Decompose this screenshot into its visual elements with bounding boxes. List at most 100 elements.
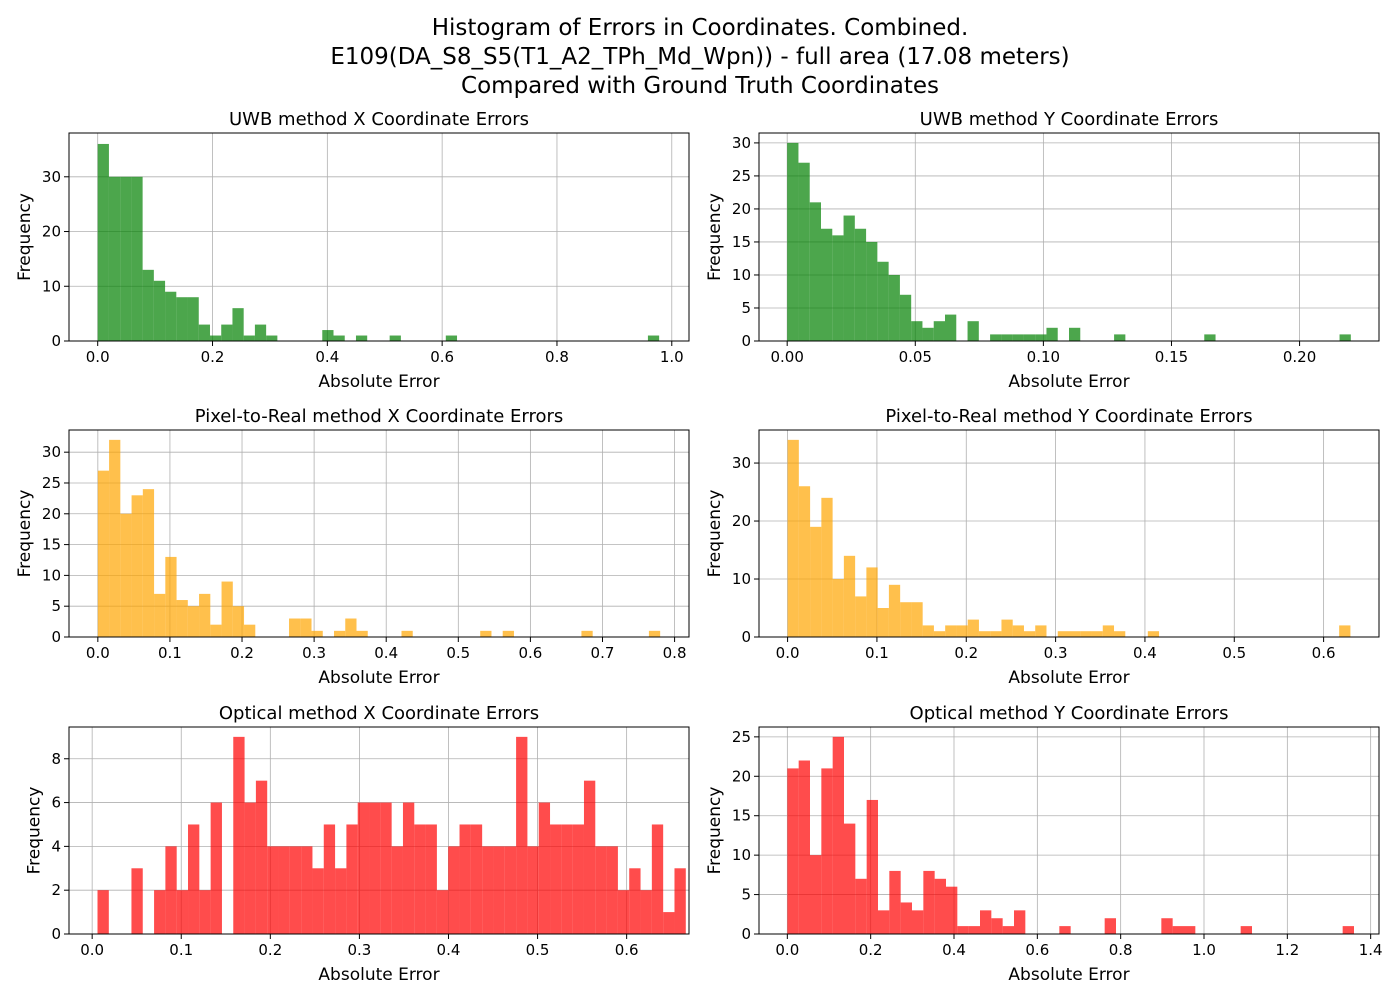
axes-frame — [758, 429, 1380, 638]
histogram-bar — [832, 579, 844, 637]
x-tick-label: 0.5 — [446, 644, 470, 662]
histogram-bar — [1012, 334, 1024, 341]
histogram-bar — [1104, 918, 1116, 934]
histogram-bar — [401, 630, 413, 637]
histogram-bar — [923, 870, 935, 934]
histogram-bar — [1102, 625, 1115, 637]
suptitle-line-1: Histogram of Errors in Coordinates. Comb… — [431, 15, 969, 41]
y-tick-label: 25 — [732, 167, 751, 185]
histogram-bar — [154, 890, 166, 934]
histogram-bar — [889, 870, 901, 934]
histogram-bar — [787, 768, 799, 934]
histogram-bar — [990, 334, 1002, 341]
histogram-bar — [1339, 625, 1351, 637]
histogram-bar — [945, 314, 957, 341]
histogram-bar — [1184, 926, 1196, 934]
histogram-bar — [108, 176, 121, 341]
x-tick-label: 0.4 — [437, 941, 461, 959]
histogram-bar — [968, 926, 980, 934]
y-axis-label: Frequency — [15, 193, 35, 281]
x-tick-label: 0.3 — [1044, 644, 1068, 662]
y-tick-label: 30 — [42, 168, 61, 186]
x-tick-label: 0.7 — [591, 644, 615, 662]
y-tick-label: 30 — [42, 443, 61, 461]
x-tick-label: 0.20 — [1283, 348, 1316, 366]
y-tick-label: 25 — [42, 474, 61, 492]
histogram-bar — [244, 624, 256, 637]
histogram-bar — [934, 878, 946, 934]
histogram-bar — [900, 602, 912, 637]
histogram-bar — [165, 556, 177, 637]
subplot-title: Pixel-to-Real method Y Coordinate Errors — [885, 406, 1252, 427]
x-tick-label: 0.6 — [615, 941, 639, 959]
histogram-bar — [967, 321, 979, 341]
histogram-bar — [967, 619, 979, 637]
histogram-bar — [1091, 631, 1103, 637]
histogram-bar — [516, 736, 528, 934]
subplot-title: UWB method X Coordinate Errors — [229, 109, 529, 130]
y-axis-label: Frequency — [15, 490, 35, 578]
y-tick-label: 20 — [732, 200, 751, 218]
histogram-bar — [289, 618, 301, 637]
histogram-bar — [142, 269, 154, 341]
histogram-bar — [888, 584, 901, 637]
x-tick-label: 0.00 — [770, 348, 803, 366]
histogram-bar — [482, 846, 494, 934]
y-tick-label: 20 — [732, 512, 751, 530]
histogram-bar — [300, 618, 312, 637]
histogram-bar — [991, 918, 1003, 934]
histogram-bar — [674, 868, 686, 934]
histogram-bar — [459, 824, 471, 934]
y-tick-label: 4 — [51, 837, 61, 855]
histogram-bar — [312, 868, 324, 934]
histogram-bar — [322, 330, 334, 341]
histogram-bar — [900, 902, 912, 934]
histogram-bar — [97, 470, 110, 637]
histogram-bar — [210, 624, 222, 637]
histogram-bar — [1001, 334, 1013, 341]
x-tick-label: 1.0 — [1192, 941, 1216, 959]
histogram-bar — [209, 335, 222, 341]
subplot-title: UWB method Y Coordinate Errors — [920, 109, 1219, 130]
histogram-bar — [1114, 334, 1126, 341]
histogram-bar — [504, 846, 517, 934]
histogram-bar — [1080, 631, 1092, 637]
histogram-bar — [648, 630, 661, 637]
histogram-bar — [877, 608, 889, 637]
y-tick-label: 10 — [732, 266, 751, 284]
y-tick-label: 10 — [42, 277, 61, 295]
histogram-bar — [854, 228, 867, 341]
histogram-bar — [131, 495, 143, 637]
histogram-bar — [911, 321, 923, 341]
histogram-bar — [866, 241, 878, 341]
suptitle-line-3: Compared with Ground Truth Coordinates — [461, 73, 939, 99]
subplot-1: 0.0 0.2 0.4 0.6 0.8 1.0 0 10 20 30 UWB method X Co… — [15, 109, 690, 392]
histogram-bar — [414, 824, 426, 934]
y-tick-label: 15 — [732, 807, 751, 825]
histogram-bar — [821, 228, 833, 341]
x-tick-label: 1.4 — [1359, 941, 1383, 959]
y-tick-label: 20 — [42, 223, 61, 241]
histogram-bar — [821, 768, 833, 934]
histogram-bar — [832, 736, 844, 934]
histogram-bar — [346, 824, 358, 934]
y-tick-label: 0 — [51, 925, 61, 943]
histogram-bar — [912, 910, 924, 934]
y-tick-label: 2 — [51, 881, 61, 899]
x-axis-label: Absolute Error — [1008, 668, 1129, 688]
x-axis-label: Absolute Error — [318, 965, 439, 985]
x-tick-label: 0.15 — [1155, 348, 1188, 366]
histogram-bar — [289, 846, 302, 934]
subplot-4: 0.0 0.1 0.2 0.3 0.4 0.5 0.6 0 10 20 30 Pixel-to-Rea… — [705, 406, 1380, 688]
histogram-bar — [933, 321, 945, 341]
histogram-bar — [866, 799, 878, 934]
subplot-title: Pixel-to-Real method X Coordinate Errors — [195, 406, 564, 427]
histogram-bar — [581, 630, 593, 637]
x-tick-label: 0.0 — [80, 941, 104, 959]
histogram-bar — [617, 890, 630, 934]
histogram-bar — [333, 335, 345, 341]
x-tick-label: 0.6 — [518, 644, 542, 662]
histogram-bar — [945, 625, 957, 637]
histogram-bar — [606, 846, 618, 934]
histogram-bar — [843, 555, 856, 637]
